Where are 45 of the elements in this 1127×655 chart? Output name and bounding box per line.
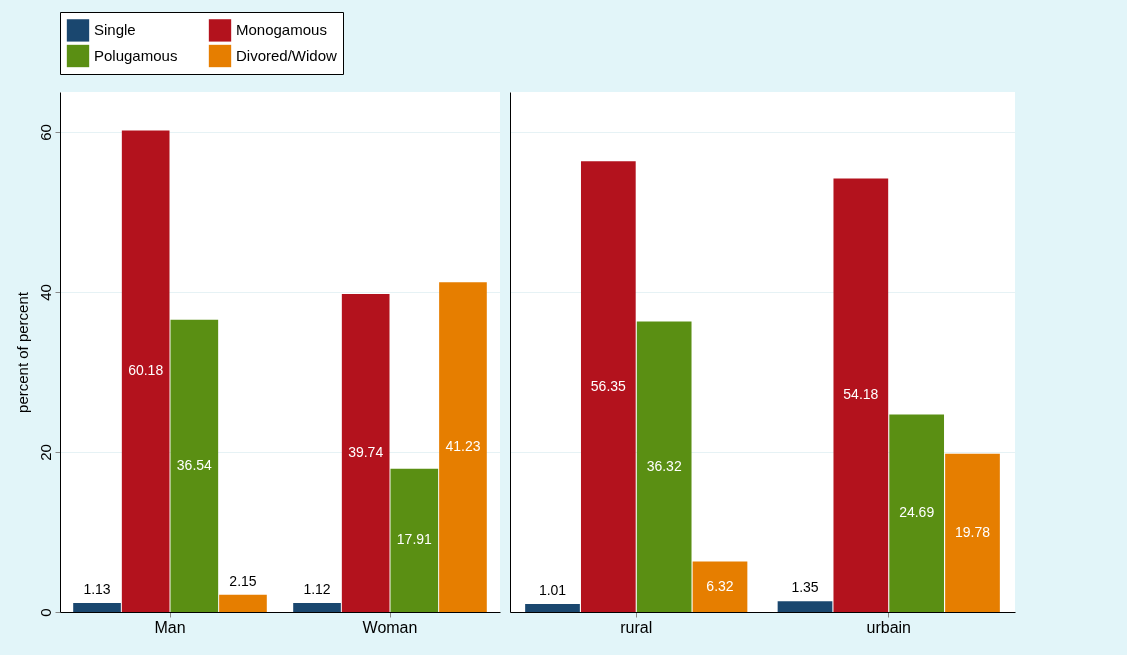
data-label: 39.74 — [348, 444, 384, 461]
data-label: 1.35 — [791, 579, 819, 596]
data-label: 6.32 — [706, 577, 734, 594]
bar — [945, 453, 1000, 612]
data-label: 36.32 — [646, 457, 682, 474]
bar — [525, 603, 580, 612]
bar — [833, 178, 889, 612]
y-tick-label: 0 — [36, 608, 54, 617]
bar — [439, 282, 487, 612]
bar — [390, 468, 439, 612]
data-label: 36.54 — [176, 456, 213, 473]
bar — [121, 130, 170, 612]
y-tick-label: 20 — [36, 444, 54, 461]
bar — [293, 603, 341, 612]
data-label: 17.91 — [396, 531, 433, 548]
bar — [219, 594, 267, 612]
legend-label: Polugamous — [94, 47, 178, 64]
x-tick-label: Man — [154, 618, 186, 636]
data-label: 24.69 — [899, 504, 935, 521]
legend-label: Divored/Widow — [236, 47, 338, 64]
y-axis-title: percent of percent — [13, 291, 31, 413]
bar — [692, 561, 748, 612]
legend-label: Monogamous — [236, 21, 327, 39]
data-label: 60.18 — [128, 362, 164, 379]
data-label: 1.12 — [303, 581, 331, 598]
x-tick-label: urbain — [866, 618, 911, 636]
data-label: 1.13 — [83, 580, 111, 597]
data-label: 41.23 — [445, 438, 481, 455]
data-label: 19.78 — [954, 523, 991, 540]
data-label: 1.01 — [538, 581, 567, 598]
bar — [341, 294, 390, 612]
bar — [636, 321, 692, 612]
data-label: 54.18 — [843, 386, 879, 403]
bar — [777, 601, 833, 612]
bar — [73, 602, 121, 612]
data-label: 2.15 — [229, 572, 257, 589]
x-tick-label: rural — [620, 618, 653, 636]
y-tick-label: 60 — [36, 124, 54, 141]
legend-label: Single — [94, 21, 136, 39]
bar — [170, 319, 219, 612]
bar — [889, 414, 945, 612]
data-label: 56.35 — [590, 377, 627, 394]
y-tick-label: 40 — [36, 284, 54, 301]
x-tick-label: Woman — [362, 618, 418, 636]
bar — [580, 161, 636, 612]
